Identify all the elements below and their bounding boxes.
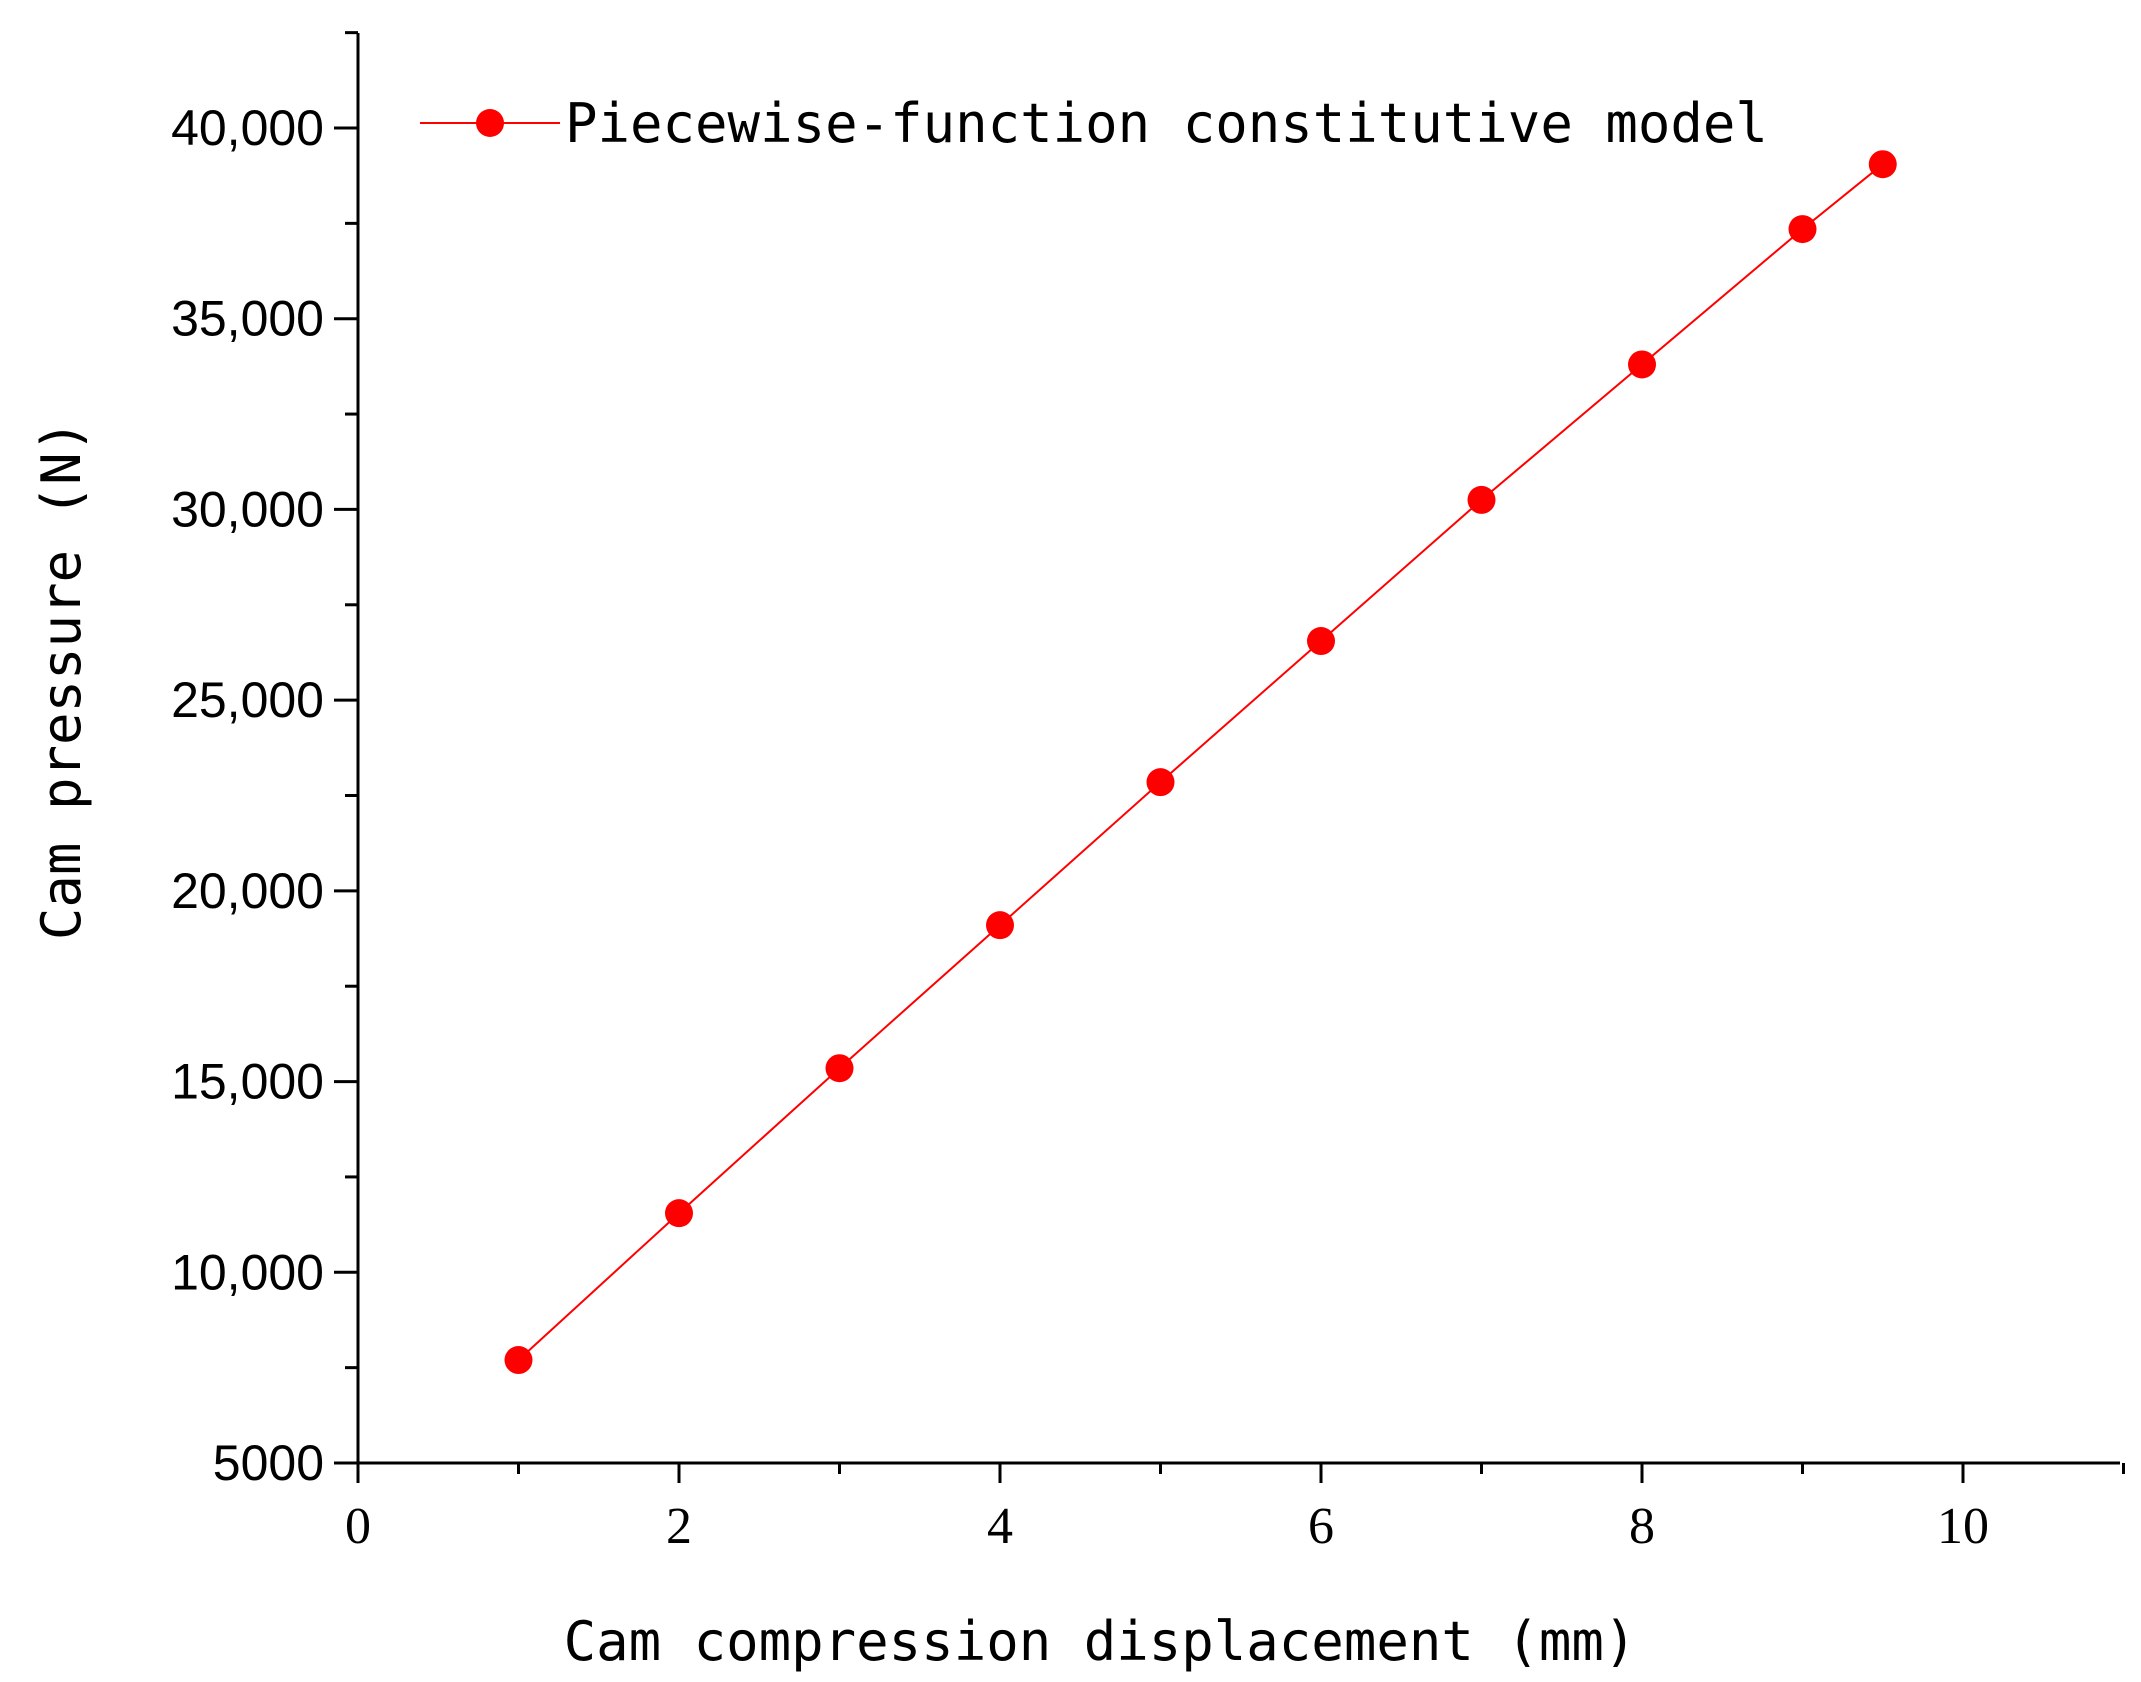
- legend: Piecewise-function constitutive model: [420, 92, 1768, 155]
- data-point: [1788, 215, 1817, 244]
- data-point: [665, 1199, 693, 1228]
- y-tick-label: 10,000: [171, 1244, 324, 1300]
- legend-label: Piecewise-function constitutive model: [565, 92, 1768, 155]
- y-axis-title: Cam pressure (N): [30, 420, 93, 940]
- y-tick-label: 20,000: [171, 863, 324, 919]
- x-tick-label: 10: [1937, 1498, 1989, 1555]
- y-tick-label: 35,000: [171, 291, 324, 347]
- data-point: [1467, 485, 1496, 514]
- x-tick-label: 2: [666, 1498, 692, 1555]
- series-line: [517, 163, 1884, 1361]
- x-tick-label: 8: [1629, 1498, 1655, 1555]
- tick-labels: 0 2 4 6 8 10 5000 10,000 15,000 20,000 25,000 30,00…: [171, 100, 1989, 1555]
- series-layer: [504, 150, 1897, 1375]
- y-tick-label: 30,000: [171, 481, 324, 537]
- data-point: [986, 911, 1014, 940]
- data-point: [504, 1346, 533, 1375]
- data-point: [1146, 768, 1175, 797]
- x-tick-label: 6: [1308, 1498, 1334, 1555]
- data-point: [1628, 350, 1656, 379]
- y-tick-label: 5000: [213, 1435, 324, 1491]
- data-point: [1868, 150, 1897, 179]
- x-axis-title: Cam compression displacement (mm): [564, 1610, 1637, 1673]
- axes: [356, 33, 2120, 1465]
- y-tick-label: 15,000: [171, 1054, 324, 1110]
- data-point: [825, 1054, 854, 1083]
- legend-marker: [476, 109, 504, 137]
- x-tick-label: 0: [345, 1498, 371, 1555]
- x-tick-label: 4: [987, 1498, 1013, 1555]
- data-point: [1307, 627, 1335, 656]
- y-tick-label: 25,000: [171, 672, 324, 728]
- y-tick-label: 40,000: [171, 100, 324, 156]
- ticks: [334, 31, 2125, 1483]
